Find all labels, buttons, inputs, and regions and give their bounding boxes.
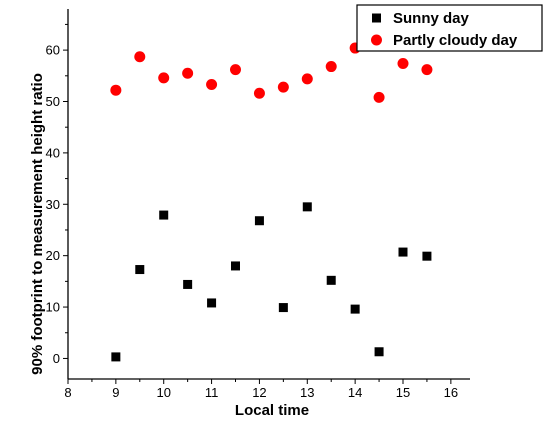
sunny-day-point bbox=[374, 347, 384, 357]
y-tick-label: 30 bbox=[46, 197, 60, 212]
legend-label: Partly cloudy day bbox=[393, 32, 518, 49]
x-tick-label: 15 bbox=[396, 385, 410, 400]
sunny-day-point bbox=[207, 298, 217, 308]
x-tick-label: 14 bbox=[348, 385, 362, 400]
sunny-day-point bbox=[111, 352, 121, 362]
partly-cloudy-day-point bbox=[253, 87, 265, 99]
partly-cloudy-day-point bbox=[110, 84, 122, 96]
x-tick-label: 9 bbox=[112, 385, 119, 400]
data-points bbox=[110, 42, 433, 362]
partly-cloudy-day-point bbox=[134, 51, 146, 63]
partly-cloudy-day-point bbox=[325, 61, 337, 73]
partly-cloudy-day-point bbox=[277, 81, 289, 93]
y-tick-label: 20 bbox=[46, 248, 60, 263]
sunny-day-point bbox=[159, 210, 169, 220]
partly-cloudy-day-point bbox=[206, 79, 218, 91]
x-tick-label: 10 bbox=[156, 385, 170, 400]
x-axis-title: Local time bbox=[235, 402, 309, 419]
legend: Sunny day Partly cloudy day bbox=[356, 4, 543, 52]
x-tick-label: 11 bbox=[205, 385, 219, 400]
axes bbox=[67, 9, 470, 380]
x-tick-label: 13 bbox=[300, 385, 314, 400]
partly-cloudy-day-point bbox=[182, 67, 194, 79]
sunny-day-point bbox=[231, 261, 240, 271]
sunny-day-point bbox=[350, 304, 360, 314]
sunny-day-point bbox=[302, 202, 312, 212]
y-tick-label: 60 bbox=[46, 43, 60, 58]
sunny-day-point bbox=[398, 247, 408, 257]
partly-cloudy-day-point bbox=[158, 72, 170, 84]
partly-cloudy-day-point bbox=[373, 91, 385, 103]
x-tick-label: 16 bbox=[444, 385, 458, 400]
x-tick-label: 12 bbox=[252, 385, 266, 400]
partly-cloudy-day-point bbox=[230, 64, 241, 76]
y-tick-label: 40 bbox=[46, 145, 60, 160]
x-tick-label: 8 bbox=[64, 385, 71, 400]
legend-marker-partly-cloudy-day bbox=[371, 34, 382, 46]
y-tick-label: 10 bbox=[46, 300, 60, 315]
partly-cloudy-day-point bbox=[301, 73, 313, 85]
sunny-day-point bbox=[422, 251, 432, 261]
sunny-day-point bbox=[326, 275, 336, 285]
sunny-day-point bbox=[254, 216, 264, 226]
sunny-day-point bbox=[135, 265, 145, 275]
sunny-day-point bbox=[183, 279, 193, 289]
ticks: 8 9 10 11 12 13 14 15 16 0 10 20 30 40 50 60 bbox=[46, 23, 458, 400]
partly-cloudy-day-point bbox=[421, 64, 433, 76]
y-tick-label: 0 bbox=[53, 351, 60, 366]
legend-label: Sunny day bbox=[393, 10, 470, 27]
legend-marker-sunny-day bbox=[372, 13, 381, 23]
y-tick-label: 50 bbox=[46, 94, 60, 109]
partly-cloudy-day-point bbox=[397, 57, 409, 69]
legend-box bbox=[356, 4, 543, 52]
sunny-day-point bbox=[278, 303, 288, 313]
y-axis-title: 90% footprint to measurement height rati… bbox=[29, 73, 46, 375]
